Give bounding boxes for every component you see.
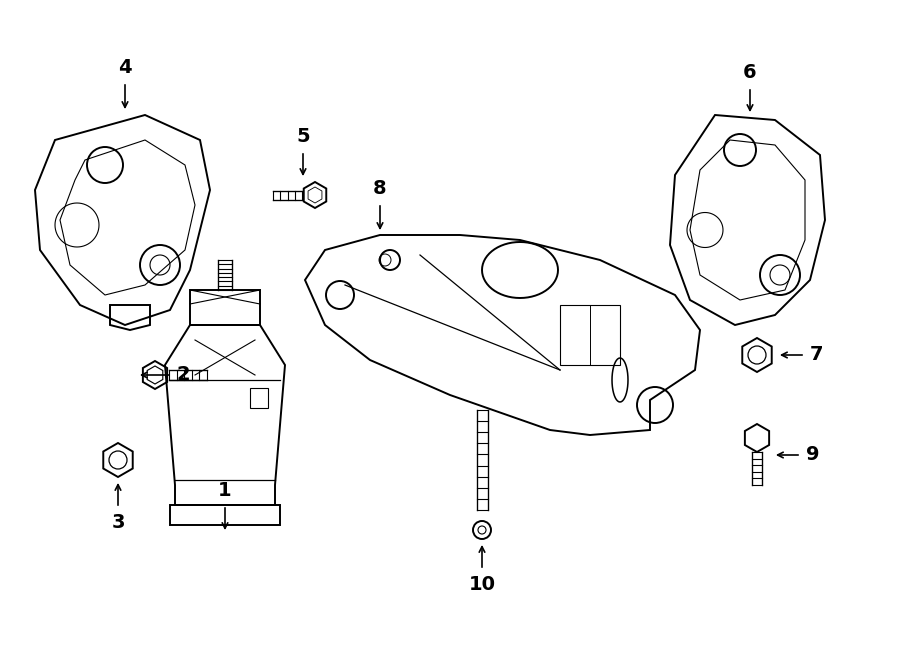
Text: 6: 6 [743,63,757,82]
Text: 9: 9 [806,446,820,465]
Text: 7: 7 [810,346,824,364]
Text: 8: 8 [374,179,387,198]
Text: 2: 2 [177,366,191,385]
Text: 5: 5 [296,127,310,146]
Text: 4: 4 [118,58,131,77]
Text: 10: 10 [469,575,496,594]
Text: 3: 3 [112,513,125,532]
Text: 1: 1 [218,481,232,500]
